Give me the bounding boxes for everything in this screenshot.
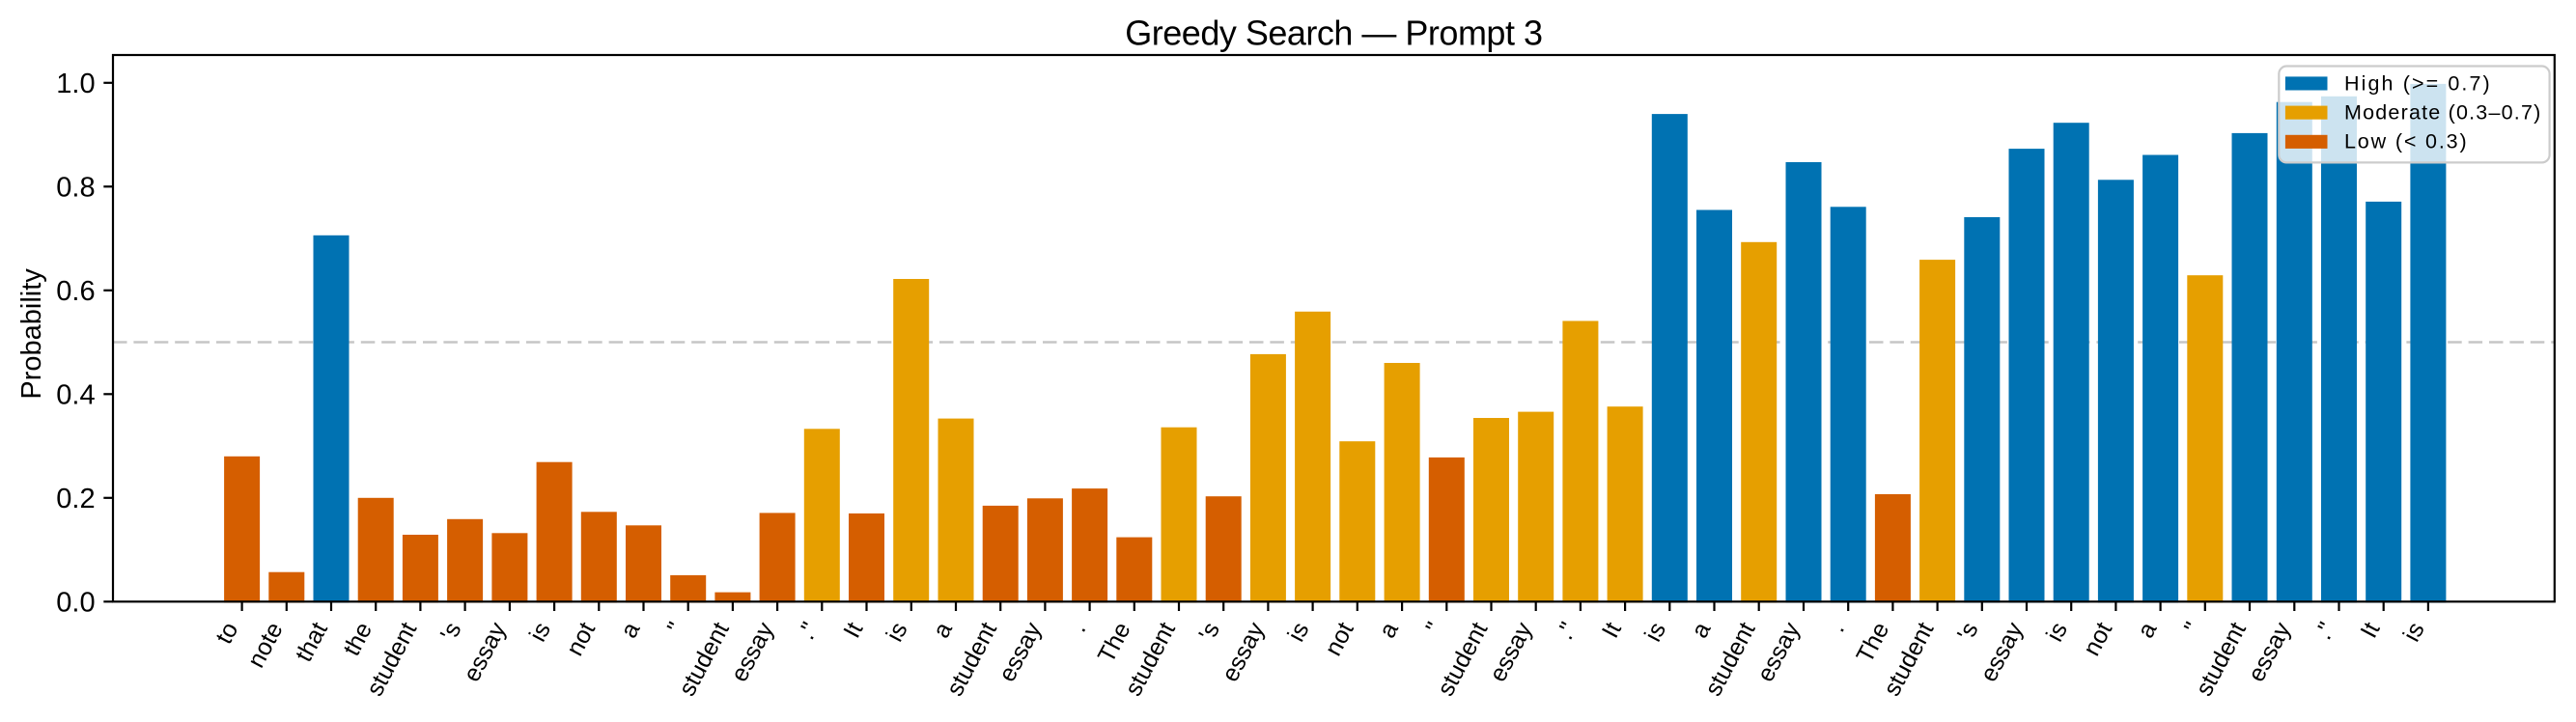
svg-text:Probability: Probability	[16, 268, 47, 400]
svg-text:Low (< 0.3): Low (< 0.3)	[2344, 130, 2469, 153]
svg-text:Greedy Search — Prompt 3: Greedy Search — Prompt 3	[1125, 14, 1542, 53]
svg-text:1.0: 1.0	[56, 69, 95, 99]
svg-text:High (>= 0.7): High (>= 0.7)	[2344, 71, 2492, 95]
svg-text:0.0: 0.0	[56, 588, 95, 619]
svg-text:0.8: 0.8	[56, 173, 95, 204]
svg-text:0.6: 0.6	[56, 276, 95, 307]
svg-text:0.2: 0.2	[56, 484, 95, 514]
svg-text:0.4: 0.4	[56, 380, 95, 411]
svg-text:Moderate (0.3–0.7): Moderate (0.3–0.7)	[2344, 101, 2541, 125]
